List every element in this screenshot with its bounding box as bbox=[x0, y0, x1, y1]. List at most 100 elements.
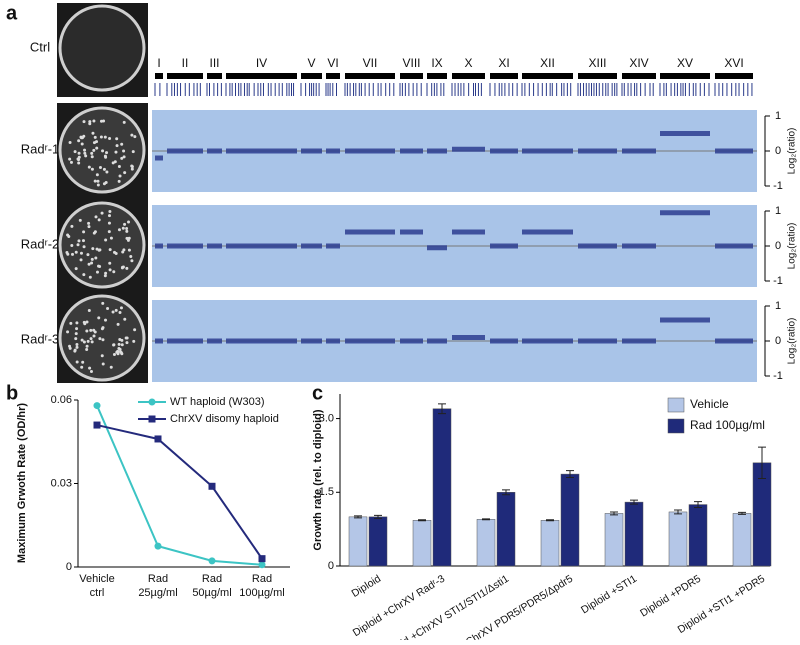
colony bbox=[123, 171, 127, 175]
colony bbox=[81, 360, 85, 364]
colony bbox=[119, 306, 123, 310]
colony bbox=[112, 270, 116, 274]
colony bbox=[75, 327, 79, 331]
error-bar bbox=[374, 514, 382, 519]
copy-number-segment bbox=[155, 243, 163, 249]
colony bbox=[115, 137, 119, 141]
colony bbox=[104, 181, 108, 185]
copy-number-segment bbox=[578, 148, 617, 154]
error-bar bbox=[758, 446, 766, 480]
colony bbox=[97, 264, 101, 268]
colony bbox=[65, 250, 69, 254]
colony bbox=[77, 155, 81, 159]
x-tick-line: Rad bbox=[252, 573, 272, 585]
colony bbox=[114, 150, 118, 154]
y-tick-label: 0 bbox=[328, 560, 334, 572]
colony bbox=[77, 139, 81, 143]
colony bbox=[112, 352, 116, 356]
colony bbox=[100, 211, 104, 215]
colony bbox=[74, 337, 78, 341]
colony bbox=[97, 218, 101, 222]
colony bbox=[87, 262, 91, 266]
colony bbox=[90, 155, 94, 159]
chromosome-bar bbox=[622, 73, 656, 79]
colony bbox=[107, 214, 111, 218]
colony bbox=[99, 119, 103, 123]
error-bar bbox=[482, 518, 490, 521]
colony bbox=[74, 267, 78, 271]
bar bbox=[496, 492, 516, 567]
colony bbox=[89, 369, 93, 373]
chromosome-label: XV bbox=[677, 56, 693, 70]
error-bar bbox=[674, 509, 682, 515]
colony bbox=[84, 154, 88, 158]
chromosome-label: X bbox=[464, 56, 472, 70]
chromosome-bar bbox=[452, 73, 485, 79]
bar bbox=[688, 504, 708, 567]
colony bbox=[104, 271, 108, 275]
point bbox=[93, 421, 101, 429]
colony bbox=[68, 344, 72, 348]
copy-number-segment bbox=[226, 148, 297, 154]
chromosome-bar bbox=[522, 73, 573, 79]
x-tick-line: Rad bbox=[202, 573, 222, 585]
copy-number-segment bbox=[400, 148, 423, 154]
colony bbox=[125, 226, 129, 230]
chromosome-label: IV bbox=[256, 56, 267, 70]
y-axis-label: Log₂(ratio) bbox=[787, 223, 798, 270]
chromosome-bar bbox=[155, 73, 163, 79]
x-tick-label: Diploid +PDR5 bbox=[638, 573, 703, 620]
y-tick-label: 1 bbox=[775, 205, 781, 217]
colony bbox=[108, 261, 112, 265]
panel-label: b bbox=[6, 382, 18, 404]
series-line bbox=[96, 424, 263, 560]
bar bbox=[668, 511, 688, 567]
colony bbox=[104, 238, 108, 242]
chromosome-label: XVI bbox=[724, 56, 743, 70]
colony bbox=[104, 318, 108, 322]
colony bbox=[117, 179, 121, 183]
x-tick-label: Diploid +STI1 bbox=[579, 573, 639, 617]
colony bbox=[69, 160, 73, 164]
colony bbox=[92, 141, 96, 145]
x-tick-label: Diploid bbox=[349, 573, 383, 600]
point bbox=[208, 482, 216, 490]
panel-label: c bbox=[312, 382, 323, 404]
copy-number-segment bbox=[715, 148, 753, 154]
y-tick-label: -1 bbox=[773, 275, 783, 287]
bar bbox=[624, 501, 644, 567]
colony bbox=[98, 165, 102, 169]
copy-number-segment bbox=[490, 148, 518, 154]
colony bbox=[89, 328, 93, 332]
copy-number-segment bbox=[660, 317, 710, 323]
y-axis-label: Log₂(ratio) bbox=[787, 128, 798, 175]
colony bbox=[74, 332, 78, 336]
colony bbox=[87, 309, 91, 313]
bar bbox=[348, 516, 368, 567]
colony bbox=[90, 257, 94, 261]
colony bbox=[77, 151, 81, 155]
copy-number-segment bbox=[400, 338, 423, 344]
chromosome-bar bbox=[326, 73, 340, 79]
colony bbox=[91, 131, 95, 135]
colony bbox=[133, 135, 137, 139]
x-tick-line: 25µg/ml bbox=[138, 587, 177, 599]
colony bbox=[90, 261, 94, 265]
colony bbox=[71, 252, 75, 256]
chromosome-label: XIII bbox=[588, 56, 606, 70]
legend-marker bbox=[148, 415, 156, 423]
colony bbox=[114, 252, 118, 256]
colony bbox=[108, 137, 112, 141]
copy-number-segment bbox=[326, 338, 340, 344]
colony bbox=[96, 183, 100, 187]
colony bbox=[97, 316, 101, 320]
colony bbox=[70, 224, 74, 228]
colony bbox=[118, 347, 122, 351]
colony bbox=[77, 158, 81, 162]
colony bbox=[86, 253, 90, 257]
copy-number-segment bbox=[660, 131, 710, 136]
series-line bbox=[96, 405, 263, 566]
colony bbox=[87, 165, 91, 169]
colony bbox=[125, 341, 129, 345]
